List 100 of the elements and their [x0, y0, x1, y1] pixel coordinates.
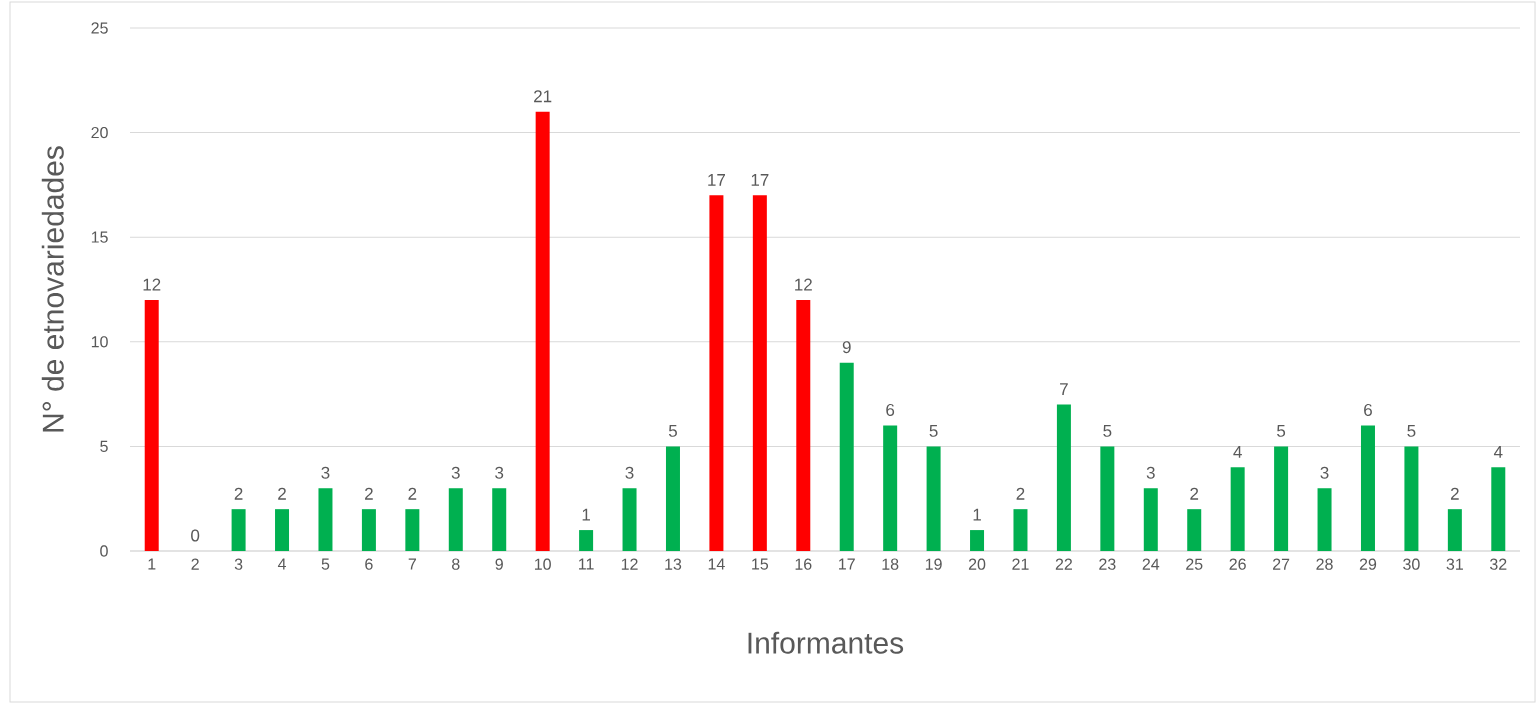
bar [448, 488, 463, 551]
x-tick-label: 19 [925, 558, 942, 570]
data-label: 2 [278, 487, 286, 500]
bar [1274, 446, 1289, 551]
y-tick-label: 5 [100, 440, 108, 452]
bar [1230, 467, 1245, 551]
data-label: 3 [1146, 466, 1155, 479]
bar [535, 111, 550, 551]
data-label: 2 [1450, 487, 1459, 500]
bar [275, 509, 290, 551]
bar [796, 299, 811, 551]
bar [1100, 446, 1115, 551]
x-axis-title: Informantes [748, 631, 904, 654]
x-tick-label: 15 [752, 558, 769, 570]
y-tick-label: 10 [91, 336, 108, 348]
x-tick-label: 20 [968, 558, 986, 570]
x-tick-label: 30 [1403, 558, 1420, 570]
x-tick-label: 9 [495, 558, 503, 570]
x-tick-label: 1 [148, 558, 156, 570]
data-label: 7 [1060, 383, 1068, 396]
x-tick-label: 32 [1490, 558, 1507, 570]
data-label: 3 [495, 466, 504, 479]
data-label: 12 [143, 278, 161, 291]
bar [622, 488, 637, 551]
data-label: 0 [191, 529, 200, 542]
data-label: 3 [451, 466, 460, 479]
data-label: 5 [1407, 425, 1416, 437]
data-label: 3 [1320, 466, 1329, 479]
x-tick-label: 23 [1099, 558, 1116, 570]
bar [1447, 509, 1462, 551]
bar [579, 530, 594, 551]
bar [839, 362, 854, 551]
x-tick-label: 24 [1142, 558, 1160, 570]
data-label: 1 [582, 508, 590, 521]
bar [1317, 488, 1332, 551]
bar [361, 509, 376, 551]
bar [405, 509, 420, 551]
bar [709, 195, 724, 551]
data-label: 5 [1277, 425, 1286, 437]
data-label: 2 [408, 487, 417, 500]
bar [665, 446, 680, 551]
data-label: 2 [1190, 487, 1199, 500]
x-tick-label: 22 [1055, 558, 1072, 570]
data-label: 12 [795, 278, 812, 291]
data-label: 2 [234, 487, 243, 500]
data-label: 4 [1233, 446, 1242, 458]
bar [883, 425, 898, 551]
y-axis-title: N° de etnovariedades [41, 146, 64, 432]
data-label: 1 [973, 508, 981, 521]
x-tick-label: 29 [1359, 558, 1377, 570]
bar [1056, 404, 1071, 551]
bar [1404, 446, 1419, 551]
x-tick-label: 2 [191, 558, 199, 570]
x-tick-label: 3 [234, 558, 243, 570]
bar [1360, 425, 1375, 551]
data-label: 6 [886, 403, 895, 416]
x-tick-label: 21 [1012, 558, 1029, 570]
data-label: 21 [534, 90, 552, 103]
bar [926, 446, 941, 551]
bar [144, 299, 159, 551]
x-tick-label: 4 [277, 558, 287, 570]
x-tick-label: 13 [665, 558, 682, 570]
y-tick-label: 25 [91, 22, 108, 34]
bar [492, 488, 507, 551]
bar [231, 509, 246, 551]
data-label: 3 [321, 466, 330, 479]
data-label: 2 [1016, 487, 1025, 500]
x-tick-label: 6 [365, 558, 373, 570]
x-tick-label: 5 [321, 558, 330, 570]
x-tick-label: 12 [621, 558, 638, 570]
bar [1491, 467, 1506, 551]
bar [752, 195, 767, 551]
y-tick-label: 15 [91, 231, 108, 243]
bar [1143, 488, 1158, 551]
bar [318, 488, 333, 551]
x-tick-label: 10 [534, 558, 551, 570]
x-tick-label: 28 [1316, 558, 1333, 570]
data-label: 9 [842, 341, 851, 354]
x-tick-label: 25 [1186, 558, 1203, 570]
data-label: 3 [625, 466, 634, 479]
x-tick-label: 8 [452, 558, 460, 570]
data-label: 5 [1103, 425, 1112, 437]
x-tick-label: 14 [708, 558, 725, 570]
x-tick-label: 26 [1229, 558, 1246, 570]
x-tick-label: 27 [1273, 558, 1290, 570]
y-tick-label: 20 [91, 126, 108, 139]
data-label: 17 [751, 174, 769, 186]
x-tick-label: 18 [882, 558, 899, 570]
x-tick-label: 11 [579, 558, 594, 570]
x-tick-label: 7 [408, 558, 416, 570]
x-tick-label: 31 [1446, 558, 1463, 570]
data-label: 17 [708, 174, 725, 186]
data-label: 4 [1493, 446, 1503, 458]
data-label: 5 [668, 425, 677, 437]
data-label: 5 [929, 425, 938, 437]
bar [1187, 509, 1202, 551]
data-label: 6 [1364, 403, 1372, 416]
bar [970, 530, 985, 551]
data-label: 2 [365, 487, 373, 500]
y-tick-label: 0 [100, 545, 108, 557]
